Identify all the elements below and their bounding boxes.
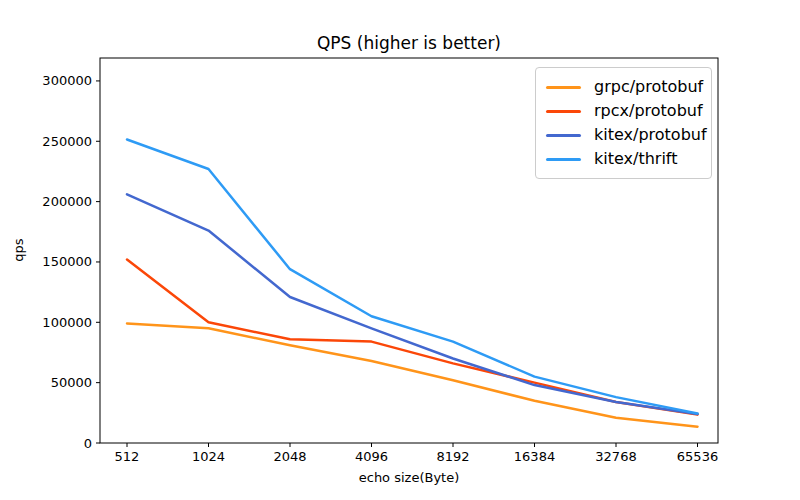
- legend-line-swatch: [546, 134, 581, 137]
- legend-item-grpc-protobuf: grpc/protobuf: [546, 76, 701, 98]
- x-tick-label: 32768: [595, 449, 636, 464]
- x-tick-label: 4096: [355, 449, 388, 464]
- legend-item-rpcx-protobuf: rpcx/protobuf: [546, 100, 701, 122]
- legend-item-kitex-thrift: kitex/thrift: [546, 148, 701, 170]
- x-tick-label: 8192: [436, 449, 469, 464]
- series-line-kitex-protobuf: [127, 194, 698, 414]
- legend: grpc/protobuf rpcx/protobuf kitex/protob…: [535, 67, 712, 179]
- legend-line-swatch: [546, 86, 581, 89]
- y-tick-label: 250000: [42, 134, 92, 149]
- legend-label: kitex/protobuf: [594, 127, 707, 143]
- legend-label: kitex/thrift: [594, 151, 677, 167]
- y-tick-label: 200000: [42, 194, 92, 209]
- qps-line-chart-figure: QPS (higher is better) 51210242048409681…: [0, 0, 800, 500]
- x-axis-label: echo size(Byte): [100, 470, 718, 485]
- series-line-rpcx-protobuf: [127, 260, 698, 415]
- x-tick-label: 512: [115, 449, 140, 464]
- x-tick-label: 2048: [273, 449, 306, 464]
- x-tick-label: 65536: [677, 449, 718, 464]
- series-line-kitex-thrift: [127, 139, 698, 413]
- y-tick-label: 100000: [42, 315, 92, 330]
- y-tick-label: 150000: [42, 254, 92, 269]
- x-tick-label: 16384: [514, 449, 555, 464]
- x-tick-label: 1024: [192, 449, 225, 464]
- legend-item-kitex-protobuf: kitex/protobuf: [546, 124, 701, 146]
- y-tick-label: 0: [84, 436, 92, 451]
- y-tick-label: 300000: [42, 73, 92, 88]
- y-axis-label: qps: [11, 238, 26, 261]
- y-tick-label: 50000: [51, 375, 92, 390]
- series-line-grpc-protobuf: [127, 324, 698, 427]
- legend-label: grpc/protobuf: [594, 79, 703, 95]
- legend-line-swatch: [546, 110, 581, 113]
- legend-label: rpcx/protobuf: [594, 103, 703, 119]
- legend-line-swatch: [546, 158, 581, 161]
